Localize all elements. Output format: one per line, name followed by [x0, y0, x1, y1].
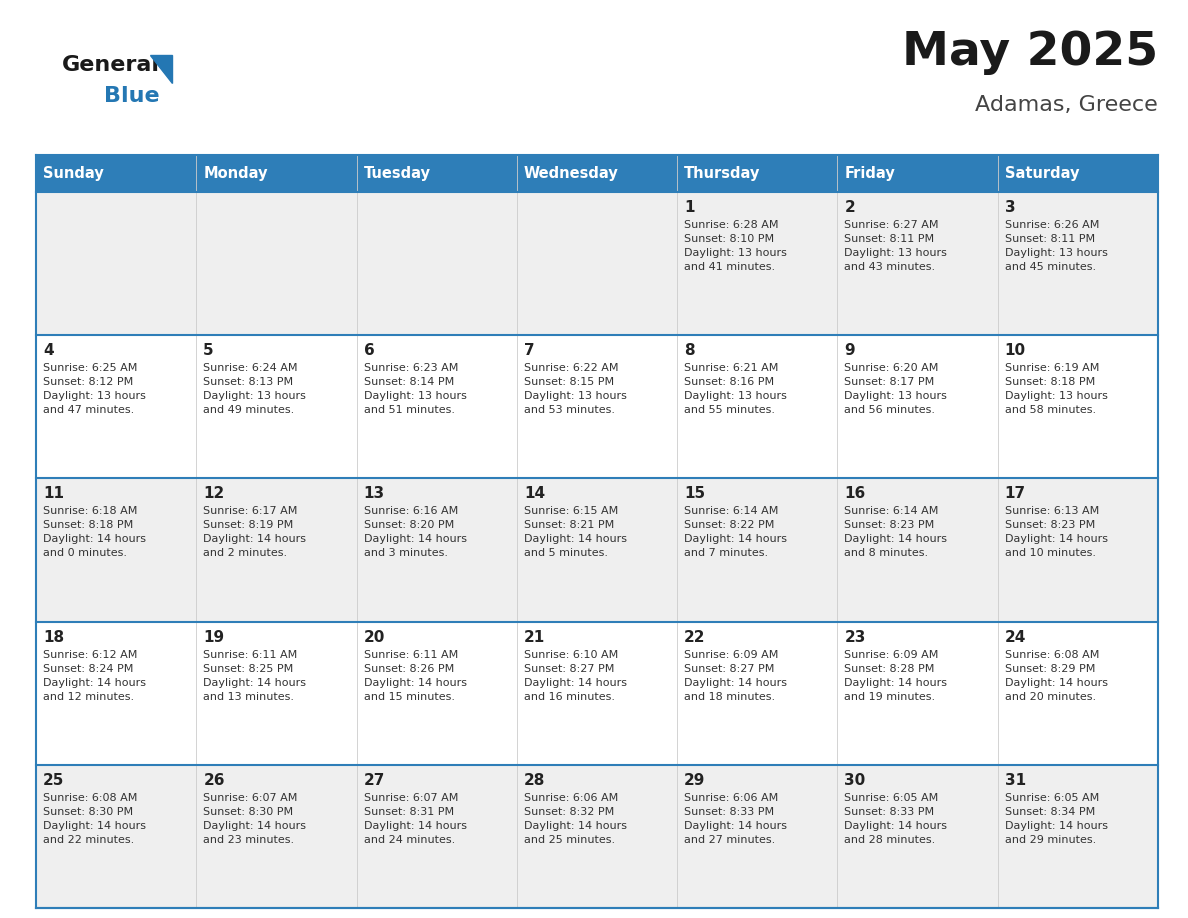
Text: 31: 31: [1005, 773, 1026, 788]
Text: 5: 5: [203, 343, 214, 358]
Text: 16: 16: [845, 487, 866, 501]
Text: Saturday: Saturday: [1005, 166, 1079, 181]
Text: Sunrise: 6:06 AM
Sunset: 8:33 PM
Daylight: 14 hours
and 27 minutes.: Sunrise: 6:06 AM Sunset: 8:33 PM Dayligh…: [684, 793, 788, 845]
Text: Sunrise: 6:28 AM
Sunset: 8:10 PM
Daylight: 13 hours
and 41 minutes.: Sunrise: 6:28 AM Sunset: 8:10 PM Dayligh…: [684, 220, 786, 272]
Text: 7: 7: [524, 343, 535, 358]
Text: Sunrise: 6:18 AM
Sunset: 8:18 PM
Daylight: 14 hours
and 0 minutes.: Sunrise: 6:18 AM Sunset: 8:18 PM Dayligh…: [43, 507, 146, 558]
Text: Sunrise: 6:10 AM
Sunset: 8:27 PM
Daylight: 14 hours
and 16 minutes.: Sunrise: 6:10 AM Sunset: 8:27 PM Dayligh…: [524, 650, 627, 701]
Text: Sunrise: 6:09 AM
Sunset: 8:27 PM
Daylight: 14 hours
and 18 minutes.: Sunrise: 6:09 AM Sunset: 8:27 PM Dayligh…: [684, 650, 788, 701]
Bar: [36, 621, 1158, 765]
Text: Wednesday: Wednesday: [524, 166, 619, 181]
Text: 1: 1: [684, 200, 695, 215]
Bar: [36, 155, 1158, 192]
Text: 8: 8: [684, 343, 695, 358]
Text: 29: 29: [684, 773, 706, 788]
Text: 30: 30: [845, 773, 866, 788]
Text: 25: 25: [43, 773, 64, 788]
Bar: [36, 478, 1158, 621]
Text: Sunrise: 6:09 AM
Sunset: 8:28 PM
Daylight: 14 hours
and 19 minutes.: Sunrise: 6:09 AM Sunset: 8:28 PM Dayligh…: [845, 650, 947, 701]
Text: Sunrise: 6:08 AM
Sunset: 8:29 PM
Daylight: 14 hours
and 20 minutes.: Sunrise: 6:08 AM Sunset: 8:29 PM Dayligh…: [1005, 650, 1107, 701]
Text: Sunrise: 6:15 AM
Sunset: 8:21 PM
Daylight: 14 hours
and 5 minutes.: Sunrise: 6:15 AM Sunset: 8:21 PM Dayligh…: [524, 507, 627, 558]
Text: 26: 26: [203, 773, 225, 788]
Text: Sunrise: 6:16 AM
Sunset: 8:20 PM
Daylight: 14 hours
and 3 minutes.: Sunrise: 6:16 AM Sunset: 8:20 PM Dayligh…: [364, 507, 467, 558]
Text: Sunday: Sunday: [43, 166, 103, 181]
Text: 15: 15: [684, 487, 706, 501]
Text: Sunrise: 6:21 AM
Sunset: 8:16 PM
Daylight: 13 hours
and 55 minutes.: Sunrise: 6:21 AM Sunset: 8:16 PM Dayligh…: [684, 364, 786, 415]
Text: Tuesday: Tuesday: [364, 166, 430, 181]
Text: Blue: Blue: [105, 86, 159, 106]
Text: Adamas, Greece: Adamas, Greece: [975, 95, 1158, 115]
Text: Sunrise: 6:23 AM
Sunset: 8:14 PM
Daylight: 13 hours
and 51 minutes.: Sunrise: 6:23 AM Sunset: 8:14 PM Dayligh…: [364, 364, 467, 415]
Text: 6: 6: [364, 343, 374, 358]
Text: Monday: Monday: [203, 166, 267, 181]
Text: Sunrise: 6:19 AM
Sunset: 8:18 PM
Daylight: 13 hours
and 58 minutes.: Sunrise: 6:19 AM Sunset: 8:18 PM Dayligh…: [1005, 364, 1107, 415]
Text: 13: 13: [364, 487, 385, 501]
Text: Sunrise: 6:11 AM
Sunset: 8:26 PM
Daylight: 14 hours
and 15 minutes.: Sunrise: 6:11 AM Sunset: 8:26 PM Dayligh…: [364, 650, 467, 701]
Bar: [36, 765, 1158, 908]
Text: General: General: [62, 55, 160, 75]
Text: Sunrise: 6:26 AM
Sunset: 8:11 PM
Daylight: 13 hours
and 45 minutes.: Sunrise: 6:26 AM Sunset: 8:11 PM Dayligh…: [1005, 220, 1107, 272]
Text: Friday: Friday: [845, 166, 896, 181]
Text: Sunrise: 6:07 AM
Sunset: 8:31 PM
Daylight: 14 hours
and 24 minutes.: Sunrise: 6:07 AM Sunset: 8:31 PM Dayligh…: [364, 793, 467, 845]
Text: Sunrise: 6:05 AM
Sunset: 8:33 PM
Daylight: 14 hours
and 28 minutes.: Sunrise: 6:05 AM Sunset: 8:33 PM Dayligh…: [845, 793, 947, 845]
Text: 24: 24: [1005, 630, 1026, 644]
Text: 21: 21: [524, 630, 545, 644]
Text: 11: 11: [43, 487, 64, 501]
Text: Sunrise: 6:05 AM
Sunset: 8:34 PM
Daylight: 14 hours
and 29 minutes.: Sunrise: 6:05 AM Sunset: 8:34 PM Dayligh…: [1005, 793, 1107, 845]
Text: 12: 12: [203, 487, 225, 501]
Text: 18: 18: [43, 630, 64, 644]
Text: Sunrise: 6:11 AM
Sunset: 8:25 PM
Daylight: 14 hours
and 13 minutes.: Sunrise: 6:11 AM Sunset: 8:25 PM Dayligh…: [203, 650, 307, 701]
Text: 27: 27: [364, 773, 385, 788]
Text: Sunrise: 6:12 AM
Sunset: 8:24 PM
Daylight: 14 hours
and 12 minutes.: Sunrise: 6:12 AM Sunset: 8:24 PM Dayligh…: [43, 650, 146, 701]
Text: May 2025: May 2025: [902, 30, 1158, 75]
Text: Sunrise: 6:24 AM
Sunset: 8:13 PM
Daylight: 13 hours
and 49 minutes.: Sunrise: 6:24 AM Sunset: 8:13 PM Dayligh…: [203, 364, 307, 415]
Text: Sunrise: 6:14 AM
Sunset: 8:22 PM
Daylight: 14 hours
and 7 minutes.: Sunrise: 6:14 AM Sunset: 8:22 PM Dayligh…: [684, 507, 788, 558]
Text: 22: 22: [684, 630, 706, 644]
Text: Sunrise: 6:27 AM
Sunset: 8:11 PM
Daylight: 13 hours
and 43 minutes.: Sunrise: 6:27 AM Sunset: 8:11 PM Dayligh…: [845, 220, 947, 272]
Text: Sunrise: 6:06 AM
Sunset: 8:32 PM
Daylight: 14 hours
and 25 minutes.: Sunrise: 6:06 AM Sunset: 8:32 PM Dayligh…: [524, 793, 627, 845]
Text: 17: 17: [1005, 487, 1026, 501]
Text: 9: 9: [845, 343, 855, 358]
Text: 23: 23: [845, 630, 866, 644]
Text: 3: 3: [1005, 200, 1016, 215]
Text: Sunrise: 6:22 AM
Sunset: 8:15 PM
Daylight: 13 hours
and 53 minutes.: Sunrise: 6:22 AM Sunset: 8:15 PM Dayligh…: [524, 364, 627, 415]
Text: 28: 28: [524, 773, 545, 788]
Text: Sunrise: 6:20 AM
Sunset: 8:17 PM
Daylight: 13 hours
and 56 minutes.: Sunrise: 6:20 AM Sunset: 8:17 PM Dayligh…: [845, 364, 947, 415]
Text: Sunrise: 6:13 AM
Sunset: 8:23 PM
Daylight: 14 hours
and 10 minutes.: Sunrise: 6:13 AM Sunset: 8:23 PM Dayligh…: [1005, 507, 1107, 558]
Text: Sunrise: 6:07 AM
Sunset: 8:30 PM
Daylight: 14 hours
and 23 minutes.: Sunrise: 6:07 AM Sunset: 8:30 PM Dayligh…: [203, 793, 307, 845]
Text: 10: 10: [1005, 343, 1026, 358]
Text: Sunrise: 6:14 AM
Sunset: 8:23 PM
Daylight: 14 hours
and 8 minutes.: Sunrise: 6:14 AM Sunset: 8:23 PM Dayligh…: [845, 507, 947, 558]
Polygon shape: [150, 55, 172, 83]
Text: Sunrise: 6:08 AM
Sunset: 8:30 PM
Daylight: 14 hours
and 22 minutes.: Sunrise: 6:08 AM Sunset: 8:30 PM Dayligh…: [43, 793, 146, 845]
Bar: [36, 335, 1158, 478]
Text: Sunrise: 6:17 AM
Sunset: 8:19 PM
Daylight: 14 hours
and 2 minutes.: Sunrise: 6:17 AM Sunset: 8:19 PM Dayligh…: [203, 507, 307, 558]
Text: 19: 19: [203, 630, 225, 644]
Text: 14: 14: [524, 487, 545, 501]
Text: 4: 4: [43, 343, 53, 358]
Text: Sunrise: 6:25 AM
Sunset: 8:12 PM
Daylight: 13 hours
and 47 minutes.: Sunrise: 6:25 AM Sunset: 8:12 PM Dayligh…: [43, 364, 146, 415]
Text: 2: 2: [845, 200, 855, 215]
Bar: [36, 192, 1158, 335]
Text: 20: 20: [364, 630, 385, 644]
Text: Thursday: Thursday: [684, 166, 760, 181]
